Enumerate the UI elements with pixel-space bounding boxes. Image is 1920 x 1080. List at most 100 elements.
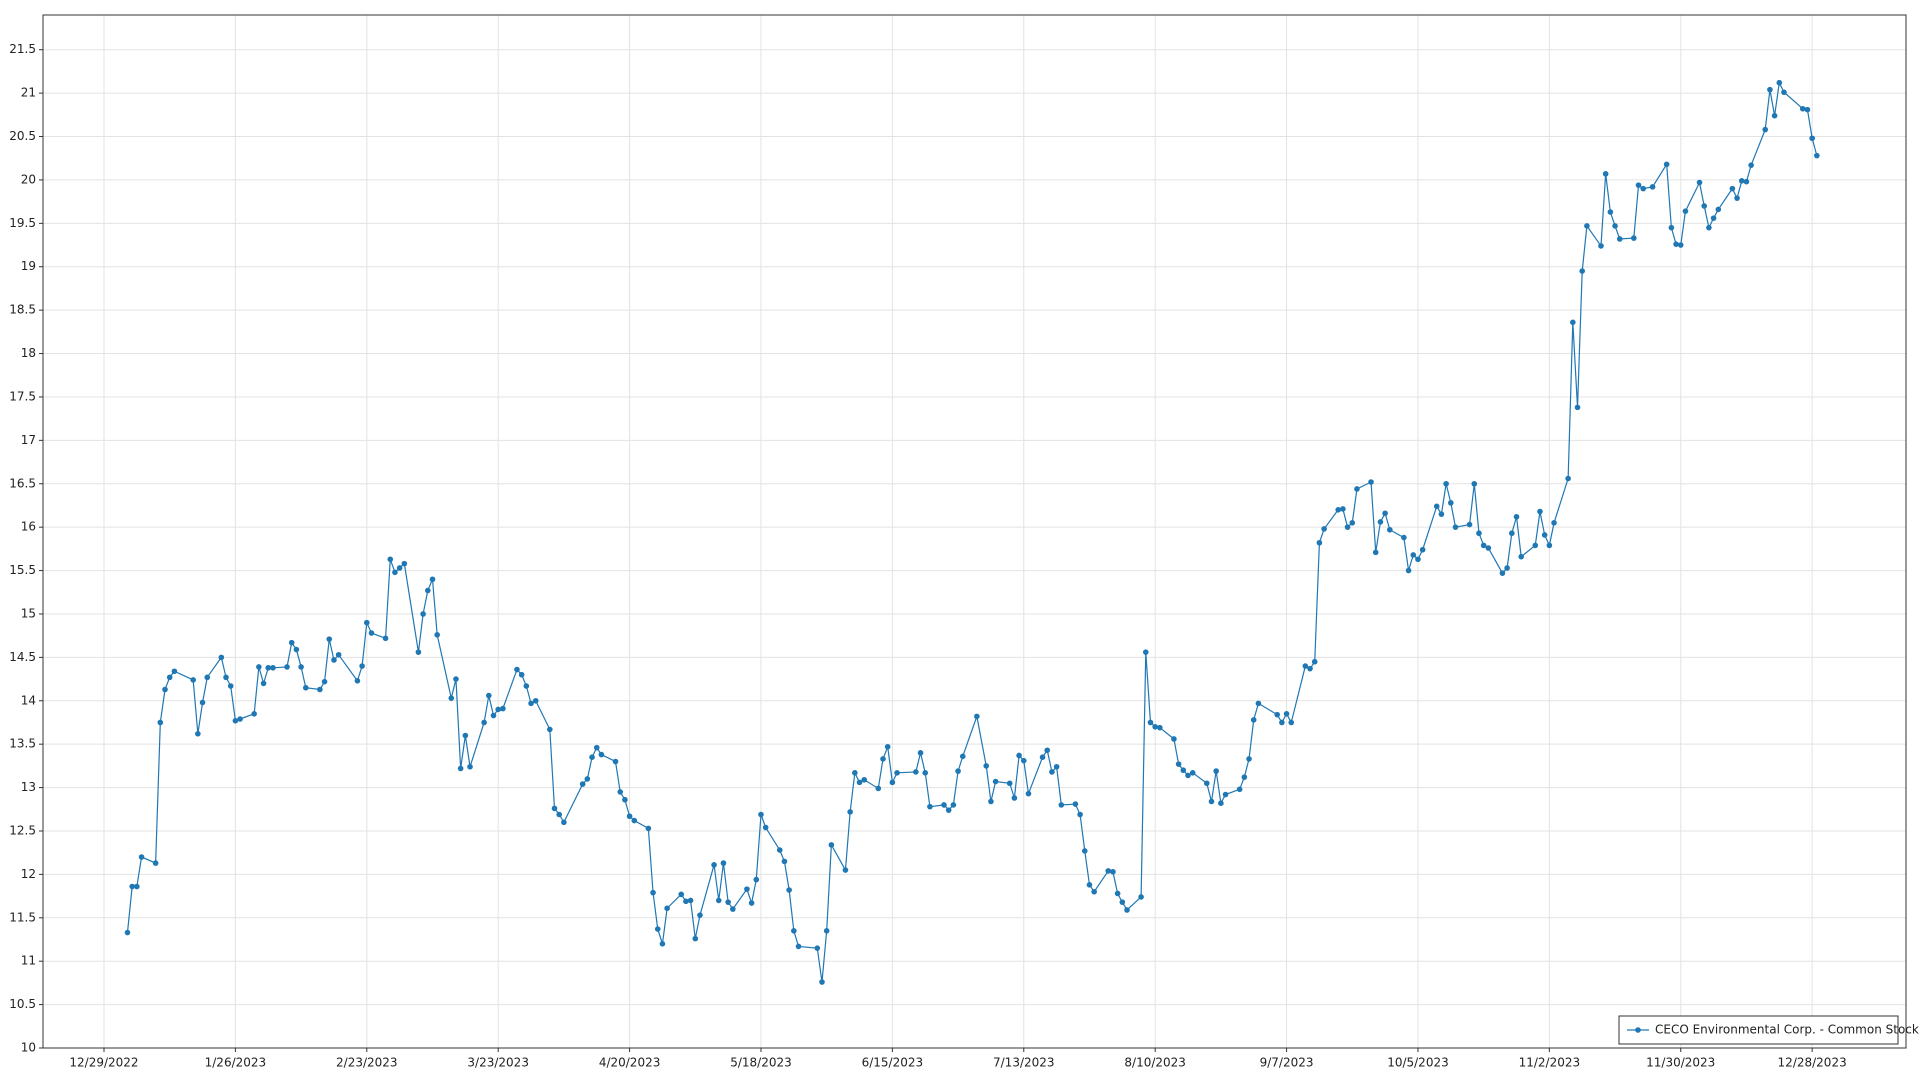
data-point — [1532, 542, 1539, 549]
data-point — [781, 858, 788, 865]
y-tick-label: 21.5 — [9, 42, 36, 56]
data-point — [237, 716, 243, 722]
data-point — [1466, 521, 1473, 528]
data-point — [1105, 868, 1112, 874]
data-point — [1316, 539, 1323, 546]
data-point — [913, 769, 919, 775]
data-point — [1274, 711, 1280, 718]
data-point — [561, 819, 567, 826]
data-point — [1415, 556, 1421, 563]
data-point — [955, 768, 961, 774]
data-point — [293, 646, 300, 653]
data-point — [1631, 235, 1637, 241]
data-point — [1710, 215, 1717, 221]
data-point — [1189, 770, 1196, 776]
data-point — [612, 758, 619, 765]
data-point — [1208, 798, 1215, 805]
data-point — [190, 677, 196, 683]
data-point — [227, 683, 234, 689]
x-tick-label: 3/23/2023 — [467, 1056, 529, 1070]
y-tick-label: 20.5 — [9, 129, 36, 143]
data-point — [758, 811, 764, 818]
data-point — [551, 805, 558, 812]
x-tick-label: 1/26/2023 — [205, 1056, 267, 1070]
data-point — [1715, 206, 1722, 213]
data-point — [490, 712, 497, 719]
data-point — [795, 943, 802, 950]
data-point — [1433, 503, 1440, 510]
y-tick-label: 12.5 — [9, 823, 36, 837]
data-point — [523, 683, 530, 689]
data-point — [678, 891, 685, 898]
data-point — [1081, 848, 1088, 854]
data-point — [1649, 184, 1656, 190]
data-point — [650, 889, 656, 896]
data-point — [1518, 553, 1524, 560]
data-point — [1419, 546, 1426, 553]
data-point — [514, 666, 520, 673]
data-point — [359, 663, 365, 669]
data-point — [1185, 772, 1191, 779]
x-tick-label: 11/30/2023 — [1646, 1056, 1715, 1070]
data-point — [500, 705, 506, 712]
data-point — [1776, 79, 1783, 86]
data-point — [354, 678, 361, 684]
data-point — [270, 664, 276, 671]
data-point — [251, 710, 257, 717]
y-tick-label: 11 — [21, 954, 36, 968]
data-point — [1086, 882, 1093, 888]
data-point — [1696, 179, 1703, 186]
legend-box — [1618, 1015, 1899, 1045]
data-point — [528, 700, 534, 707]
data-point — [715, 897, 722, 904]
data-point — [1452, 524, 1459, 530]
data-point — [486, 692, 492, 699]
data-point — [1077, 811, 1083, 818]
data-point — [457, 765, 464, 772]
data-point — [425, 587, 431, 594]
data-point — [1288, 719, 1295, 726]
data-point — [842, 867, 849, 873]
data-point — [429, 576, 436, 583]
data-point — [687, 897, 694, 904]
data-point — [1157, 724, 1163, 731]
data-point — [1147, 719, 1154, 726]
data-point — [1175, 761, 1182, 767]
data-point — [1781, 89, 1787, 96]
data-point — [260, 680, 267, 687]
data-point — [1335, 506, 1341, 513]
data-point — [748, 900, 755, 906]
data-point — [1537, 508, 1543, 515]
data-point — [302, 684, 309, 691]
data-point — [420, 611, 426, 617]
plot-frame — [42, 14, 1907, 1049]
data-point — [1110, 868, 1116, 875]
data-point — [1809, 135, 1815, 142]
data-point — [382, 635, 389, 642]
y-tick-label: 19 — [21, 259, 36, 273]
data-point — [166, 674, 173, 681]
data-point — [875, 785, 882, 792]
data-point — [1025, 790, 1032, 797]
data-point — [711, 862, 717, 868]
x-tick-label: 4/20/2023 — [599, 1056, 661, 1070]
data-point — [1438, 511, 1445, 517]
data-point — [171, 668, 178, 675]
x-tick-label: 6/15/2023 — [862, 1056, 924, 1070]
data-point — [1246, 756, 1252, 762]
data-point — [284, 664, 290, 670]
data-point — [1203, 780, 1210, 787]
data-point — [659, 941, 666, 947]
data-point — [1677, 242, 1684, 248]
data-point — [1476, 530, 1482, 537]
data-point — [1551, 520, 1557, 526]
data-point — [1344, 524, 1351, 530]
data-point — [547, 726, 553, 733]
data-point — [1513, 513, 1520, 520]
x-tick-label: 12/29/2022 — [69, 1056, 138, 1070]
data-point — [1485, 545, 1492, 551]
x-tick-label: 9/7/2023 — [1260, 1056, 1314, 1070]
data-point — [1138, 894, 1144, 900]
data-point — [138, 854, 145, 860]
